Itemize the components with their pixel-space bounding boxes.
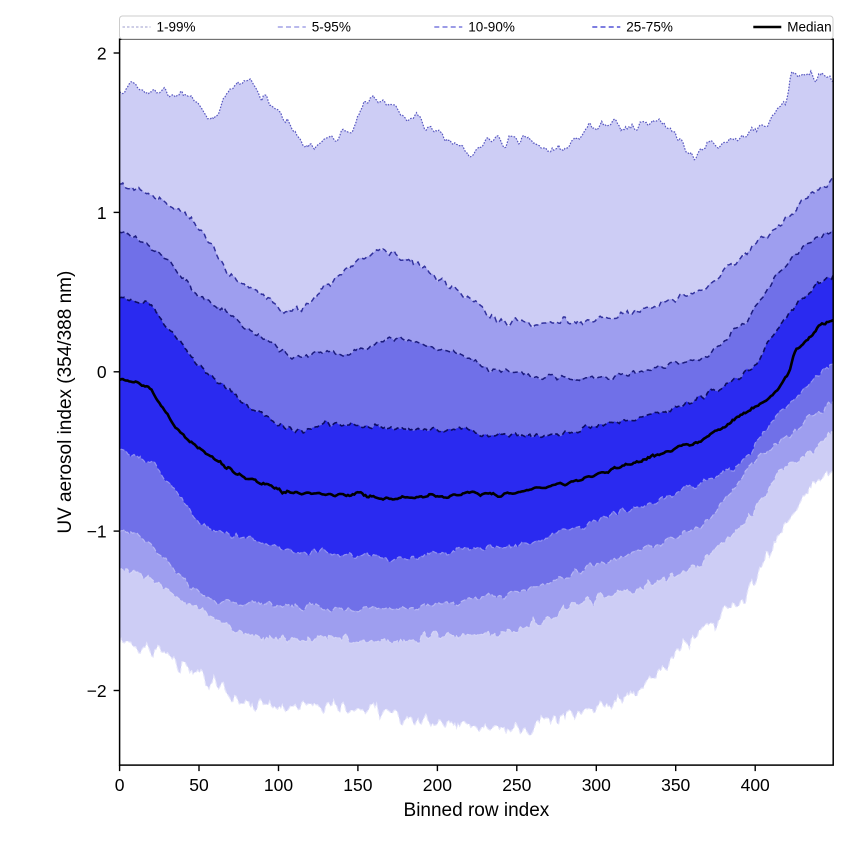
svg-text:150: 150: [343, 775, 372, 795]
svg-text:Binned row index: Binned row index: [404, 800, 550, 821]
svg-text:−2: −2: [87, 681, 107, 701]
svg-text:UV aerosol index (354/388 nm): UV aerosol index (354/388 nm): [55, 271, 76, 534]
svg-text:5-95%: 5-95%: [312, 20, 351, 35]
svg-text:1: 1: [97, 203, 107, 223]
svg-text:200: 200: [423, 775, 452, 795]
svg-text:1-99%: 1-99%: [157, 20, 196, 35]
svg-text:25-75%: 25-75%: [626, 20, 673, 35]
svg-text:Median: Median: [787, 20, 831, 35]
svg-text:−1: −1: [87, 522, 107, 542]
svg-text:100: 100: [264, 775, 293, 795]
svg-text:0: 0: [115, 775, 125, 795]
svg-text:300: 300: [582, 775, 611, 795]
svg-text:2: 2: [97, 44, 107, 64]
svg-text:10-90%: 10-90%: [468, 20, 515, 35]
svg-text:0: 0: [97, 362, 107, 382]
svg-text:400: 400: [741, 775, 770, 795]
svg-text:50: 50: [189, 775, 209, 795]
svg-text:350: 350: [661, 775, 690, 795]
svg-text:250: 250: [502, 775, 531, 795]
